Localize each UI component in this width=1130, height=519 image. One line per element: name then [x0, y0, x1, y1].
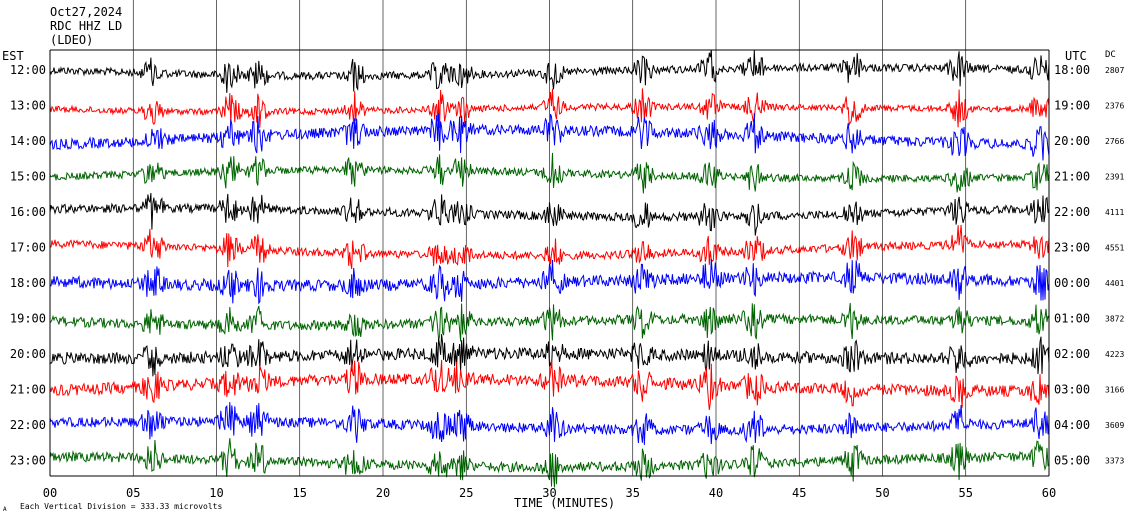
x-tick-label: 30: [542, 486, 556, 500]
x-tick-label: 50: [875, 486, 889, 500]
dc-offset-label: 4223: [1105, 350, 1124, 359]
seismic-trace: [49, 49, 1050, 93]
dc-offset-label: 3609: [1105, 421, 1124, 430]
est-hour-label: 21:00: [10, 383, 46, 397]
station-label: RDC HHZ LD: [50, 19, 122, 33]
seismic-trace: [49, 258, 1050, 305]
utc-hour-label: 19:00: [1054, 99, 1090, 113]
seismic-trace: [49, 112, 1050, 161]
seismic-trace: [49, 224, 1050, 270]
x-tick-label: 00: [43, 486, 57, 500]
dc-title: DC: [1105, 50, 1116, 60]
x-tick-label: 25: [459, 486, 473, 500]
est-hour-label: 14:00: [10, 134, 46, 148]
utc-hour-label: 03:00: [1054, 383, 1090, 397]
dc-offset-label: 2376: [1105, 102, 1124, 111]
x-tick-label: 60: [1042, 486, 1056, 500]
dc-offset-label: 4551: [1105, 244, 1124, 253]
utc-hour-label: 22:00: [1054, 205, 1090, 219]
seismic-trace: [49, 88, 1050, 129]
est-hour-label: 15:00: [10, 170, 46, 184]
corner-mark: A: [3, 506, 7, 513]
dc-offset-label: 3872: [1105, 315, 1124, 324]
dc-offset-label: 4401: [1105, 279, 1124, 288]
seismic-trace: [49, 334, 1050, 377]
utc-title: UTC: [1065, 49, 1087, 63]
date-label: Oct27,2024: [50, 5, 122, 19]
x-tick-label: 20: [376, 486, 390, 500]
utc-hour-label: 20:00: [1054, 134, 1090, 148]
seismic-trace: [49, 438, 1050, 488]
x-axis-title: TIME (MINUTES): [514, 496, 615, 510]
est-hour-label: 20:00: [10, 347, 46, 361]
scale-note: Each Vertical Division = 333.33 microvol…: [20, 502, 222, 511]
utc-hour-label: 23:00: [1054, 241, 1090, 255]
seismic-traces: [49, 49, 1050, 488]
utc-hour-label: 04:00: [1054, 418, 1090, 432]
utc-hour-label: 18:00: [1054, 63, 1090, 77]
x-tick-label: 05: [126, 486, 140, 500]
seismic-trace: [49, 192, 1050, 236]
dc-offset-label: 3373: [1105, 457, 1124, 466]
utc-hour-label: 02:00: [1054, 347, 1090, 361]
utc-hour-label: 00:00: [1054, 276, 1090, 290]
est-hour-label: 12:00: [10, 63, 46, 77]
est-hour-label: 22:00: [10, 418, 46, 432]
utc-hour-label: 05:00: [1054, 454, 1090, 468]
x-tick-label: 10: [209, 486, 223, 500]
x-tick-label: 35: [626, 486, 640, 500]
dc-offset-label: 2807: [1105, 66, 1124, 75]
axis-labels: 00 05 10 15 20 25 30 35 40 45 50 55 60 12:00 18:00 2807…: [10, 63, 1125, 500]
est-hour-label: 13:00: [10, 99, 46, 113]
est-hour-label: 18:00: [10, 276, 46, 290]
seismic-trace: [49, 152, 1050, 194]
x-tick-label: 55: [959, 486, 973, 500]
dc-offset-label: 3166: [1105, 386, 1124, 395]
seismic-trace: [49, 302, 1050, 342]
utc-hour-label: 01:00: [1054, 312, 1090, 326]
network-label: (LDEO): [50, 33, 93, 47]
x-tick-label: 15: [293, 486, 307, 500]
seismic-trace: [49, 359, 1050, 410]
est-hour-label: 16:00: [10, 205, 46, 219]
est-hour-label: 19:00: [10, 312, 46, 326]
seismic-trace: [49, 402, 1050, 445]
x-tick-label: 45: [792, 486, 806, 500]
est-hour-label: 23:00: [10, 454, 46, 468]
dc-offset-label: 2391: [1105, 173, 1124, 182]
utc-hour-label: 21:00: [1054, 170, 1090, 184]
dc-offset-label: 4111: [1105, 208, 1124, 217]
est-hour-label: 17:00: [10, 241, 46, 255]
est-title: EST: [2, 49, 24, 63]
x-tick-label: 40: [709, 486, 723, 500]
dc-offset-label: 2766: [1105, 137, 1124, 146]
